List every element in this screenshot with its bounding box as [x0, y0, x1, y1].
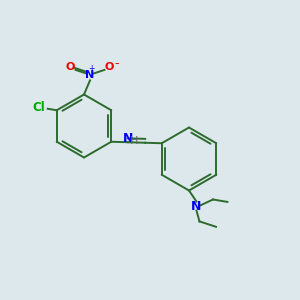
Text: N: N: [85, 70, 94, 80]
Text: N: N: [191, 200, 202, 214]
Text: N: N: [123, 132, 133, 145]
Text: Cl: Cl: [32, 101, 45, 114]
Text: O: O: [66, 62, 75, 73]
Text: +: +: [88, 64, 95, 73]
Text: O: O: [105, 62, 114, 73]
Text: -: -: [115, 57, 119, 70]
Text: H: H: [130, 136, 138, 146]
